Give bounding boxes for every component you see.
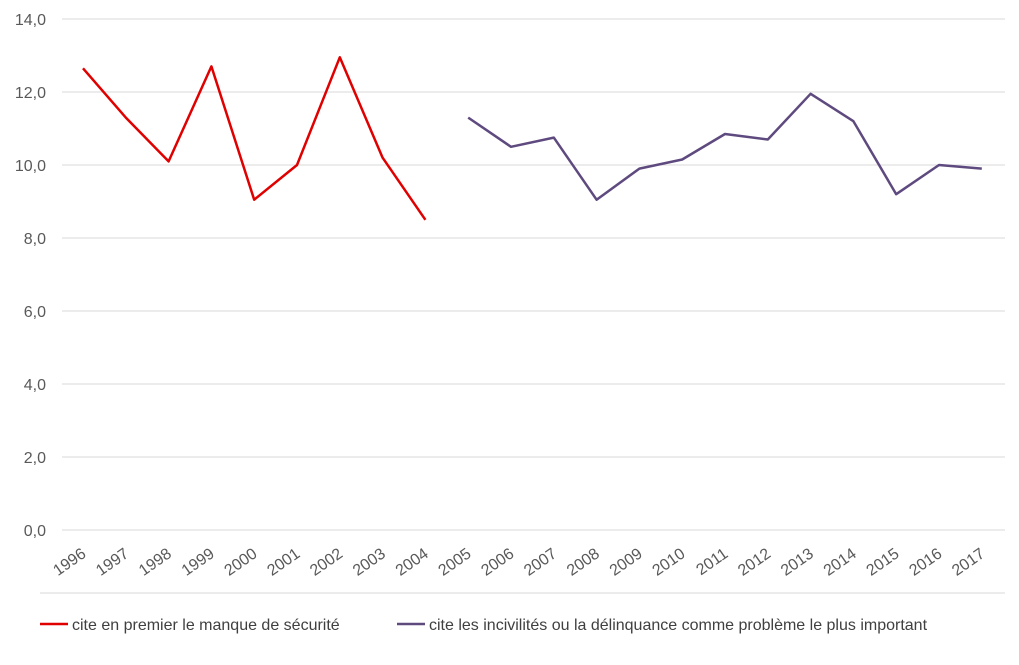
series-line-1 [82,56,427,221]
y-axis-ticks: 0,0 2,0 4,0 6,0 8,0 10,0 12,0 14,0 [15,12,46,540]
x-tick-label: 2016 [906,545,945,579]
x-tick-label: 2015 [864,545,903,579]
legend-label-series-1: cite en premier le manque de sécurité [72,617,340,634]
x-tick-label: 2002 [307,545,346,579]
x-tick-label: 2011 [693,545,731,579]
x-tick-label: 1999 [179,545,218,579]
series-line-2 [467,92,982,201]
x-tick-label: 2005 [436,545,475,579]
legend: cite en premier le manque de sécurité ci… [40,617,928,634]
series-2 [467,92,982,201]
x-tick-label: 1997 [93,545,132,579]
x-tick-label: 2001 [264,545,303,579]
y-tick-label: 10,0 [15,158,46,175]
x-tick-label: 2013 [778,545,817,579]
y-tick-label: 14,0 [15,12,46,29]
y-tick-label: 0,0 [24,523,46,540]
x-tick-label: 1998 [136,545,175,579]
y-tick-label: 12,0 [15,85,46,102]
y-tick-label: 6,0 [24,304,46,321]
y-tick-label: 8,0 [24,231,46,248]
x-axis-ticks: 1996 1997 1998 1999 2000 2001 2002 2003 2004 2005… [50,545,988,579]
y-tick-label: 4,0 [24,377,46,394]
x-tick-label: 2009 [607,545,646,579]
x-tick-label: 2003 [350,545,389,579]
x-tick-label: 1996 [50,545,89,579]
gridlines [62,18,1005,531]
x-tick-label: 2000 [222,545,261,579]
x-tick-label: 2008 [564,545,603,579]
y-tick-label: 2,0 [24,450,46,467]
x-tick-label: 2017 [949,545,988,579]
x-tick-label: 2014 [821,545,860,579]
x-tick-label: 2010 [650,545,689,579]
series-1 [82,56,427,221]
x-tick-label: 2004 [393,545,432,579]
x-tick-label: 2006 [478,545,517,579]
legend-label-series-2: cite les incivilités ou la délinquance c… [429,617,928,634]
x-tick-label: 2012 [735,545,774,579]
series-lines [82,56,982,221]
x-tick-label: 2007 [521,545,560,579]
